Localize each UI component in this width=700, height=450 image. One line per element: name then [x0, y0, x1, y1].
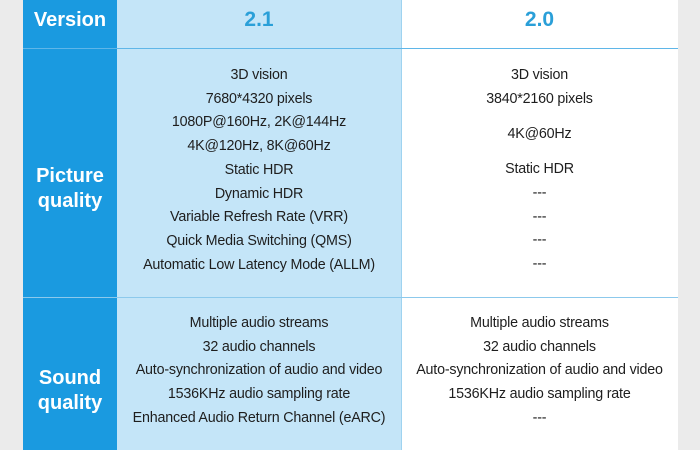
version-label: Version [33, 9, 107, 31]
row-label-column [23, 0, 117, 450]
sound-quality-label: Sound quality [23, 366, 117, 416]
feature: Multiple audio streams [189, 315, 329, 331]
feature: Static HDR [224, 161, 294, 178]
feature: --- [532, 409, 547, 426]
feature: --- [532, 255, 547, 272]
feature: Auto-synchronization of audio and video [135, 362, 383, 379]
version-2-0-column [401, 0, 678, 450]
picture-2-1-cell: 3D vision 7680*4320 pixels 1080P@160Hz, … [117, 64, 401, 277]
feature: Static HDR [505, 161, 574, 178]
feature: 1536KHz audio sampling rate [448, 386, 631, 403]
sound-2-0-cell: Multiple audio streams 32 audio channels… [401, 312, 678, 431]
feature: Multiple audio streams [470, 315, 609, 331]
label-line: quality [37, 190, 103, 212]
feature: Enhanced Audio Return Channel (eARC) [132, 409, 386, 426]
feature: 4K@60Hz [507, 126, 572, 143]
feature: 3840*2160 pixels [486, 90, 593, 107]
feature: --- [532, 232, 547, 249]
feature: Variable Refresh Rate (VRR) [170, 209, 348, 226]
feature: --- [532, 184, 547, 201]
label-line: quality [37, 392, 103, 414]
picture-quality-label: Picture quality [23, 164, 117, 214]
feature: 1080P@160Hz, 2K@144Hz [171, 114, 347, 131]
version-2-0-heading: 2.0 [524, 8, 555, 31]
feature: 1536KHz audio sampling rate [167, 386, 351, 403]
version-2-1-heading: 2.1 [244, 8, 274, 31]
feature: Quick Media Switching (QMS) [166, 232, 352, 249]
feature: 32 audio channels [483, 338, 596, 355]
divider [23, 297, 678, 298]
picture-2-0-cell: 3D vision 3840*2160 pixels 4K@60Hz Stati… [401, 64, 678, 277]
label-line: Sound [38, 367, 102, 389]
feature: 3D vision [230, 67, 288, 83]
feature: --- [532, 208, 547, 225]
feature: Automatic Low Latency Mode (ALLM) [143, 256, 375, 273]
feature: 3D vision [510, 67, 568, 83]
feature: Auto-synchronization of audio and video [416, 362, 663, 379]
feature: Dynamic HDR [214, 185, 304, 202]
feature: 32 audio channels [202, 338, 316, 355]
sound-2-1-cell: Multiple audio streams 32 audio channels… [117, 312, 401, 431]
feature: 4K@120Hz, 8K@60Hz [187, 138, 331, 155]
label-line: Picture [36, 165, 104, 187]
divider [23, 48, 678, 49]
version-2-1-column [117, 0, 401, 450]
feature: 7680*4320 pixels [205, 90, 313, 107]
